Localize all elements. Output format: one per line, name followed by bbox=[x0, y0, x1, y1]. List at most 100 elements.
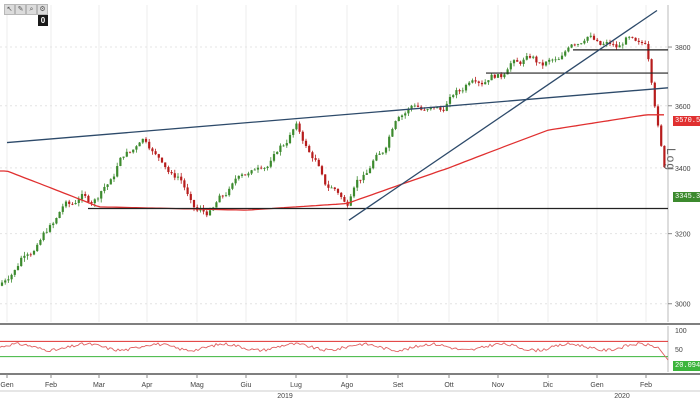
candle-body bbox=[391, 128, 394, 137]
draw-icon[interactable]: ✎ bbox=[15, 4, 26, 15]
candle-body bbox=[269, 160, 272, 167]
candle-body bbox=[55, 218, 58, 224]
candle-body bbox=[333, 187, 336, 190]
candle-body bbox=[279, 145, 282, 152]
candle-body bbox=[653, 82, 656, 107]
candle-body bbox=[567, 47, 570, 52]
candle-body bbox=[596, 39, 599, 41]
candle-body bbox=[148, 141, 151, 149]
candle-body bbox=[628, 36, 631, 38]
candle-body bbox=[84, 194, 87, 196]
candle-body bbox=[464, 84, 468, 91]
time-tick-label-2: Mar bbox=[93, 382, 106, 389]
candle-body bbox=[442, 109, 445, 111]
candle-body bbox=[400, 115, 404, 118]
candle-body bbox=[525, 56, 528, 60]
candle-body bbox=[77, 199, 80, 203]
candle-body bbox=[16, 266, 20, 270]
candle-body bbox=[128, 151, 132, 153]
candle-body bbox=[343, 196, 346, 202]
candle-body bbox=[413, 105, 416, 107]
candle-body bbox=[634, 37, 637, 41]
candle-body bbox=[125, 151, 128, 157]
rsi-tick-label-0: 100 bbox=[675, 328, 687, 335]
candle-body bbox=[650, 59, 653, 83]
candle-body bbox=[74, 202, 77, 205]
candle-body bbox=[132, 149, 135, 153]
candle-body bbox=[103, 186, 106, 192]
zoom-icon[interactable]: ⌕ bbox=[26, 4, 37, 15]
candle-body bbox=[13, 269, 16, 275]
candle-body bbox=[301, 131, 304, 141]
candle-body bbox=[336, 189, 340, 193]
candle-body bbox=[544, 61, 548, 66]
candle-body bbox=[87, 195, 90, 203]
candle-body bbox=[573, 44, 576, 46]
candle-body bbox=[164, 162, 167, 168]
candle-body bbox=[484, 82, 487, 85]
candle-body bbox=[202, 208, 205, 212]
price-axis: 3000 3200 3400 3600 3800 bbox=[668, 45, 691, 309]
candle-body bbox=[58, 211, 61, 219]
candle-body bbox=[378, 153, 381, 155]
candle-body bbox=[45, 231, 48, 233]
candle-body bbox=[452, 95, 455, 97]
settings-icon[interactable]: ⚙ bbox=[37, 4, 48, 15]
candle-body bbox=[480, 82, 484, 85]
candle-body bbox=[359, 179, 362, 181]
candle-body bbox=[404, 113, 407, 116]
candle-body bbox=[80, 194, 84, 200]
candle-body bbox=[624, 37, 628, 45]
pointer-icon[interactable]: ↖ bbox=[4, 4, 15, 15]
candle-body bbox=[96, 198, 100, 200]
candle-body bbox=[372, 160, 375, 169]
time-tick-label-0: Gen bbox=[0, 382, 13, 389]
candle-body bbox=[410, 105, 413, 109]
candle-body bbox=[487, 80, 490, 83]
price-tick-label-2: 3400 bbox=[675, 166, 691, 173]
candle-body bbox=[448, 96, 452, 104]
candle-body bbox=[122, 156, 125, 158]
candle-body bbox=[589, 35, 592, 37]
candle-body bbox=[234, 178, 237, 184]
candle-body bbox=[100, 191, 103, 199]
candle-body bbox=[39, 240, 42, 245]
candle-body bbox=[0, 282, 4, 286]
candle-body bbox=[583, 40, 586, 44]
candle-body bbox=[308, 145, 311, 153]
candle-body bbox=[36, 244, 39, 252]
candle-body bbox=[295, 123, 298, 130]
candle-body bbox=[151, 148, 154, 152]
candle-body bbox=[167, 167, 170, 173]
candle-body bbox=[256, 167, 260, 170]
candle-body bbox=[109, 179, 112, 185]
candle-body bbox=[455, 90, 458, 96]
candle-body bbox=[368, 168, 372, 174]
candle-body bbox=[490, 74, 493, 81]
candle-body bbox=[381, 152, 384, 154]
candle-body bbox=[580, 43, 583, 45]
candle-body bbox=[23, 255, 26, 258]
candle-body bbox=[311, 152, 314, 159]
candle-body bbox=[170, 172, 173, 174]
time-tick-label-11: Dic bbox=[543, 382, 554, 389]
zero-badge: 0 bbox=[38, 15, 48, 26]
candle-body bbox=[327, 184, 330, 188]
candle-body bbox=[263, 168, 266, 169]
candle-body bbox=[493, 74, 496, 78]
time-tick-label-13: Feb bbox=[640, 382, 652, 389]
price-tick-label-4: 3800 bbox=[675, 45, 691, 52]
candle-body bbox=[317, 159, 320, 167]
time-tick-label-10: Nov bbox=[492, 382, 505, 389]
candle-body bbox=[4, 280, 7, 283]
candle-body bbox=[68, 201, 71, 204]
candle-body bbox=[244, 174, 247, 176]
candle-body bbox=[141, 138, 144, 143]
candle-body bbox=[247, 173, 250, 176]
candle-body bbox=[250, 170, 253, 174]
candle-body bbox=[228, 188, 231, 196]
candle-body bbox=[224, 195, 228, 196]
candle-body bbox=[304, 140, 308, 146]
candle-body bbox=[71, 203, 74, 205]
